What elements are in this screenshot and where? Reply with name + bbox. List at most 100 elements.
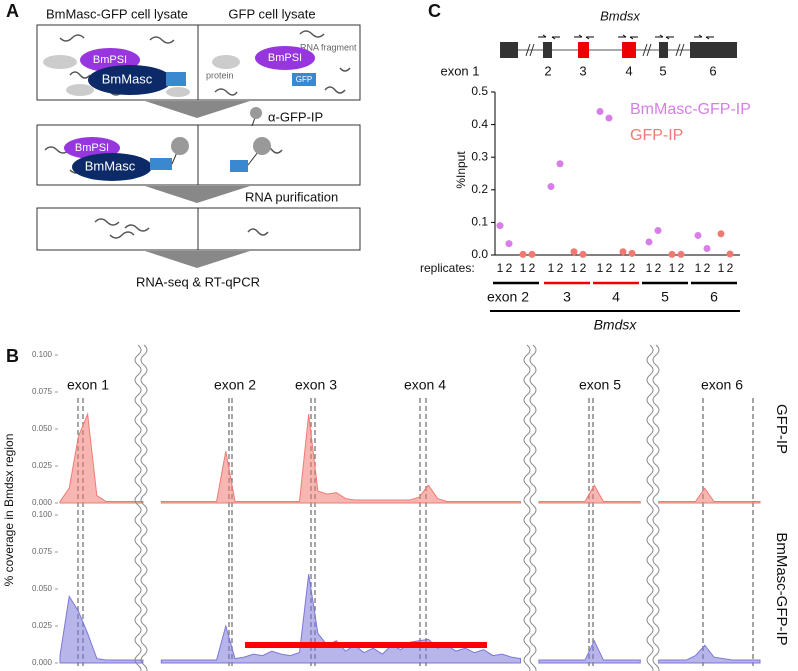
lysate-label: GFP cell lysate	[228, 6, 315, 21]
scatter-plot: exon 1 2 3 4 5 60.00.10.20.30.40.5%Inputrepli…	[420, 63, 751, 332]
protein-name: BmMasc	[85, 158, 136, 173]
replicates-label: replicates:	[420, 261, 475, 275]
point	[556, 160, 564, 168]
replicate-label: 1	[597, 261, 604, 275]
x-tick-label: 6	[710, 289, 718, 305]
coverage-plot: % coverage in Bmdsx region exon 1 exon 2 ex…	[2, 344, 790, 671]
protein-label: protein	[206, 70, 234, 80]
y-tick-label: 0.075	[32, 547, 53, 556]
point	[694, 231, 702, 239]
point	[505, 240, 513, 248]
exon-label: exon 6	[701, 377, 743, 393]
legend-entry: GFP-IP	[630, 127, 683, 144]
axis-break	[529, 344, 537, 671]
point	[677, 250, 685, 258]
exon-label: 3	[579, 63, 586, 78]
exon-label: 2	[544, 63, 551, 78]
exon-label: 5	[659, 63, 666, 78]
axis-break	[652, 344, 660, 671]
replicate-label: 1	[669, 261, 676, 275]
y-tick-label: 0.1	[471, 215, 488, 229]
replicate-label: 2	[529, 261, 536, 275]
replicate-label: 2	[678, 261, 685, 275]
replicate-label: 1	[520, 261, 527, 275]
point	[596, 108, 604, 116]
y-axis-label: % coverage in Bmdsx region	[2, 434, 16, 587]
exon-label: exon 3	[295, 377, 337, 393]
x-tick-label: 3	[563, 289, 571, 305]
legend-entry: BmMasc-GFP-IP	[630, 101, 751, 118]
y-tick-label: 0.0	[471, 247, 488, 261]
y-tick-label: 0.025	[32, 621, 53, 630]
gene-name: Bmdsx	[600, 8, 640, 23]
y-tick-label: 0.025	[32, 461, 53, 470]
exon-label: 6	[709, 63, 716, 78]
gene-model: Bmdsx	[500, 8, 737, 58]
y-tick-label: 0.100	[32, 510, 53, 519]
replicate-label: 2	[655, 261, 662, 275]
point	[519, 250, 527, 258]
track-label: GFP-IP	[773, 404, 790, 454]
replicate-label: 2	[557, 261, 564, 275]
protein-name: BmMasc	[102, 71, 153, 86]
y-axis-label: %Input	[454, 151, 468, 189]
protein-name: BmPSI	[75, 142, 109, 154]
point	[628, 249, 636, 257]
x-tick-label: 4	[612, 289, 620, 305]
axis-break	[646, 344, 654, 671]
y-tick-label: 0.000	[32, 658, 53, 667]
point	[654, 227, 662, 235]
point	[547, 183, 555, 191]
coverage-area	[59, 574, 761, 664]
protein-name: BmPSI	[93, 54, 127, 66]
x-tick-label: exon 2	[487, 289, 529, 305]
point	[605, 114, 613, 122]
y-tick-label: 0.5	[471, 84, 488, 98]
replicate-label: 2	[506, 261, 513, 275]
panel-label: A	[6, 1, 19, 21]
y-tick-label: 0.3	[471, 149, 488, 163]
exon-label: exon 4	[404, 377, 446, 393]
point	[717, 230, 725, 238]
y-tick-label: 0.075	[32, 387, 53, 396]
replicate-label: 1	[695, 261, 702, 275]
exon-label: exon 5	[579, 377, 621, 393]
step-label: RNA-seq & RT-qPCR	[136, 274, 260, 289]
gfp-label: GFP	[296, 75, 312, 84]
replicate-label: 2	[580, 261, 587, 275]
replicate-label: 1	[620, 261, 627, 275]
replicate-label: 1	[571, 261, 578, 275]
y-tick-label: 0.4	[471, 117, 488, 131]
exon-label: exon 1	[67, 377, 109, 393]
replicate-label: 2	[704, 261, 711, 275]
replicate-label: 2	[629, 261, 636, 275]
exon-label: exon 2	[214, 377, 256, 393]
replicate-label: 1	[497, 261, 504, 275]
replicate-label: 2	[727, 261, 734, 275]
replicate-label: 1	[718, 261, 725, 275]
y-tick-label: 0.000	[32, 498, 53, 507]
region-bar	[245, 642, 487, 648]
point	[496, 222, 504, 230]
panel-label: C	[428, 1, 441, 21]
diagram: BmMasc-GFP cell lysate GFP cell lysate p…	[36, 6, 361, 289]
step-label: RNA purification	[245, 189, 338, 204]
replicate-label: 1	[548, 261, 555, 275]
axis-break	[523, 344, 531, 671]
point	[528, 250, 536, 258]
replicate-label: 1	[646, 261, 653, 275]
point	[645, 238, 653, 246]
point	[726, 250, 734, 258]
protein-name: BmPSI	[268, 52, 302, 64]
panel-label: B	[6, 346, 19, 366]
exon-label: exon 1	[440, 63, 479, 78]
point	[570, 248, 578, 256]
y-tick-label: 0.050	[32, 584, 53, 593]
track-label: BmMasc-GFP-IP	[773, 532, 790, 645]
point	[619, 248, 627, 256]
axis-break	[134, 344, 142, 671]
y-tick-label: 0.050	[32, 424, 53, 433]
axis-break	[140, 344, 148, 671]
y-tick-label: 0.2	[471, 182, 488, 196]
